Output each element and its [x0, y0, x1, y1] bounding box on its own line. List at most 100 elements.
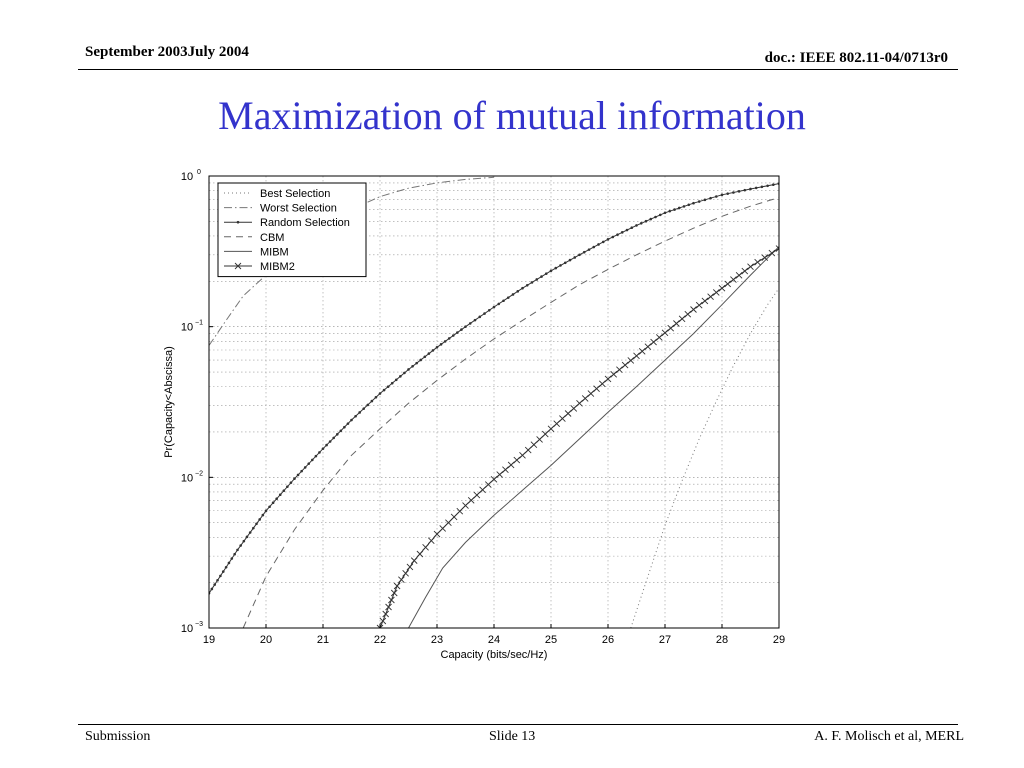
series-point-x: [439, 525, 447, 532]
series-line: [242, 197, 779, 628]
series-point-dot: [300, 469, 303, 473]
series-point-x: [621, 361, 629, 369]
series-point-dot: [358, 411, 361, 414]
series-point-dot: [278, 493, 282, 497]
series-point-dot: [427, 352, 431, 355]
series-point-x: [604, 375, 612, 383]
series-point-dot: [403, 371, 406, 375]
series-point-dot: [592, 245, 596, 249]
y-tick-label: 10: [181, 322, 193, 334]
series-point-x: [593, 385, 600, 392]
series-point-dot: [439, 343, 443, 346]
series-point-dot: [366, 403, 370, 407]
series-point-dot: [559, 264, 562, 267]
series-point-x: [695, 301, 703, 309]
footer-author: A. F. Molisch et al, MERL: [814, 729, 964, 744]
series-point-x: [390, 589, 398, 597]
series-point-dot: [419, 358, 423, 362]
series-point-x: [718, 284, 726, 292]
series-point-dot: [625, 228, 629, 232]
series-point-dot: [525, 283, 529, 287]
series-point-dot: [487, 309, 491, 312]
series-point-dot: [573, 256, 577, 259]
series-point-dot: [233, 552, 236, 556]
series-point-x: [445, 519, 452, 526]
series-point-dot: [468, 322, 472, 325]
series-point-dot: [749, 187, 752, 191]
series-point-x: [768, 249, 776, 257]
series-point-dot: [726, 192, 729, 195]
series-point-x: [524, 446, 532, 454]
series-point-dot: [451, 334, 455, 337]
series-point-dot: [682, 205, 686, 208]
series-point-dot: [737, 190, 741, 193]
series-point-x: [473, 491, 481, 499]
series-point-x: [673, 320, 680, 327]
series-point-dot: [236, 220, 240, 224]
series-point-dot: [478, 315, 482, 319]
series-point-dot: [587, 248, 591, 251]
series-point-dot: [219, 574, 222, 578]
series-point-x: [410, 557, 418, 564]
series-point-dot: [362, 407, 366, 410]
legend-item: Random Selection: [224, 217, 350, 229]
series-point-dot: [318, 451, 321, 454]
series-point-x: [385, 603, 392, 611]
grid-lines: [208, 175, 780, 628]
series-point-dot: [732, 191, 735, 194]
series-point-x: [741, 267, 749, 275]
series-point-dot: [378, 392, 382, 395]
series-point-dot: [386, 385, 390, 388]
series-point-x: [775, 245, 779, 252]
series-point-x: [761, 254, 769, 261]
legend-label: Random Selection: [260, 217, 350, 229]
series-point-dot: [697, 200, 701, 203]
series-point-x: [587, 390, 595, 397]
series-point-dot: [258, 518, 261, 521]
series-point-dot: [314, 454, 318, 458]
series-cbm: [242, 197, 779, 628]
legend-item: Best Selection: [224, 188, 330, 200]
series-point-x: [735, 271, 743, 279]
series-point-dot: [601, 240, 605, 244]
series-point-dot: [743, 188, 747, 192]
series-point-dot: [544, 272, 548, 275]
series-point-dot: [597, 243, 600, 246]
series-point-dot: [563, 261, 567, 265]
series-point-dot: [390, 381, 394, 385]
series-point-dot: [456, 331, 459, 334]
series-point-dot: [411, 364, 414, 368]
series-point-dot: [255, 522, 258, 526]
series-point-dot: [339, 429, 343, 433]
series-point-x: [747, 263, 754, 271]
series-point-dot: [516, 290, 520, 293]
series-point-dot: [311, 458, 314, 462]
series-point-dot: [407, 368, 410, 371]
series-point-x: [724, 280, 732, 288]
series-point-x: [547, 425, 555, 433]
series-random-selection: [209, 182, 779, 595]
series-point-dot: [620, 231, 624, 234]
series-point-dot: [325, 443, 328, 447]
series-point-dot: [464, 325, 467, 328]
series-point-x: [576, 399, 583, 407]
series-point-x: [553, 420, 561, 428]
series-point-x: [530, 441, 538, 449]
series-point-x: [502, 466, 509, 474]
series-point-x: [422, 544, 429, 551]
chart-container: 19 20 21 22 23 24 25 26 27 28 29 10 −3 10 −2 10 −1 10 0 Ca…: [158, 158, 798, 671]
series-point-dot: [252, 526, 255, 530]
series-point-dot: [227, 561, 231, 565]
series-point-dot: [354, 414, 357, 418]
series-point-x: [467, 496, 475, 504]
series-point-x: [507, 461, 515, 469]
series-point-dot: [663, 211, 667, 215]
legend-item: Worst Selection: [224, 203, 337, 215]
series-point-dot: [639, 222, 643, 225]
footer-slide-number: Slide 13: [489, 729, 536, 744]
y-tick-exponent: 0: [197, 169, 201, 176]
y-tick-exponent: −2: [195, 470, 203, 477]
series-point-dot: [335, 433, 339, 436]
series-point-dot: [687, 203, 691, 207]
